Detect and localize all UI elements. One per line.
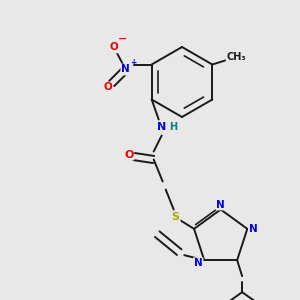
Text: H: H — [169, 122, 177, 133]
Text: O: O — [124, 149, 134, 160]
Text: S: S — [172, 212, 180, 223]
Text: N: N — [216, 200, 225, 209]
Text: N: N — [157, 122, 166, 133]
Text: CH₃: CH₃ — [226, 52, 246, 61]
Text: N: N — [121, 64, 130, 74]
Text: +: + — [130, 58, 137, 67]
Text: N: N — [194, 258, 203, 268]
Text: O: O — [109, 43, 118, 52]
Text: N: N — [249, 224, 258, 234]
Text: −: − — [118, 34, 128, 44]
Text: O: O — [103, 82, 112, 92]
